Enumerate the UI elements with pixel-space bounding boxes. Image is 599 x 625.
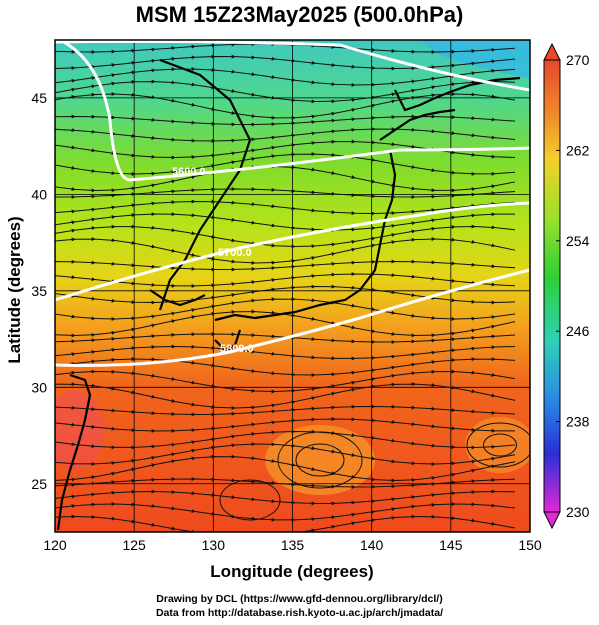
colorbar-tick-label: 238 (566, 414, 590, 430)
contour-5800 (55, 268, 530, 367)
x-tick-label: 125 (122, 537, 146, 553)
x-tick-label: 120 (43, 537, 67, 553)
contour-label-5800: 5800.0 (220, 343, 254, 355)
footer-data-source: Data from http://database.rish.kyoto-u.a… (155, 607, 444, 619)
plot-frame (54, 39, 531, 533)
y-tick-label: 45 (31, 90, 47, 106)
colorbar-ramp (543, 59, 561, 513)
y-axis-ticks: 25 30 35 40 45 (31, 90, 47, 492)
y-axis-label: Latitude (degrees) (5, 216, 24, 363)
contour-5700 (55, 201, 530, 302)
colorbar: 270 262 254 246 238 230 (543, 42, 590, 530)
x-axis-label: Longitude (degrees) (210, 562, 373, 581)
contour-label-5600: 5600.0 (172, 166, 206, 178)
x-tick-label: 145 (439, 537, 463, 553)
x-tick-label: 150 (518, 537, 542, 553)
y-tick-label: 30 (31, 379, 47, 395)
contour-label-5700: 5700.0 (218, 247, 252, 259)
x-tick-label: 135 (281, 537, 305, 553)
colorbar-tick-label: 254 (566, 233, 590, 249)
x-tick-label: 140 (360, 537, 384, 553)
x-tick-label: 130 (202, 537, 226, 553)
contour-5600 (59, 40, 530, 182)
footer-credit-line: Drawing by DCL (https://www.gfd-dennou.o… (156, 593, 443, 605)
colorbar-tick-label: 246 (566, 323, 590, 339)
height-contours (55, 40, 530, 367)
y-tick-label: 25 (31, 476, 47, 492)
contour-5600-upper (55, 40, 530, 92)
colorbar-max-arrow (543, 42, 561, 61)
colorbar-tick-label: 262 (566, 142, 590, 158)
colorbar-tick-label: 270 (566, 52, 590, 68)
y-tick-label: 40 (31, 186, 47, 202)
map-title: MSM 15Z23May2025 (500.0hPa) (135, 2, 464, 27)
y-tick-label: 35 (31, 283, 47, 299)
colorbar-tick-label: 230 (566, 504, 590, 520)
colorbar-min-arrow (543, 511, 561, 530)
x-axis-ticks: 120 125 130 135 140 145 150 (43, 537, 542, 553)
